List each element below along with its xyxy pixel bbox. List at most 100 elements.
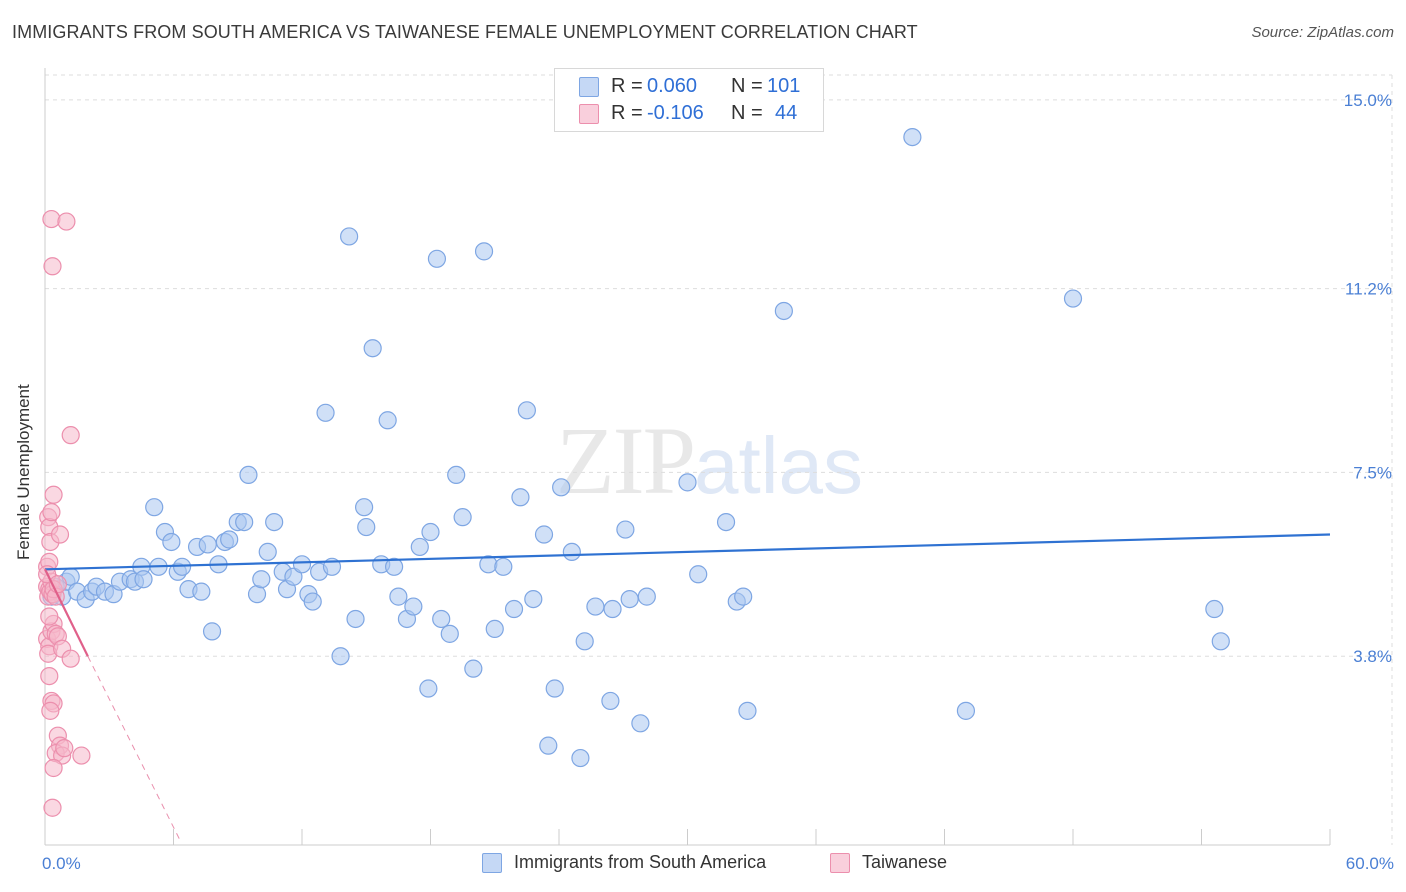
point-south-america (774, 301, 793, 321)
legend-label-taiwanese: Taiwanese (862, 852, 948, 872)
point-south-america (355, 498, 374, 517)
point-taiwanese (57, 212, 76, 231)
y-tick-label: 15.0% (1344, 91, 1392, 110)
legend-n-value: 44 (775, 102, 798, 124)
point-south-america (545, 679, 564, 698)
point-south-america (239, 465, 258, 485)
point-south-america (1063, 289, 1083, 308)
point-south-america (485, 619, 504, 639)
point-south-america (427, 249, 447, 268)
trend-line-south-america (44, 533, 1331, 571)
watermark: ZIPatlas (556, 405, 863, 516)
legend-n-label: N = (731, 102, 763, 124)
correlation-legend: R = 0.060 N = 101 R = -0.106 N = 44 (554, 68, 824, 132)
point-south-america (447, 465, 466, 485)
point-south-america (956, 701, 976, 720)
point-south-america (162, 532, 181, 552)
point-south-america (432, 609, 451, 629)
point-south-america (504, 599, 524, 619)
point-taiwanese (44, 758, 63, 778)
point-south-america (734, 587, 753, 606)
legend-n-label: N = (731, 75, 763, 97)
point-south-america (247, 585, 267, 604)
point-taiwanese (44, 485, 63, 504)
point-south-america (1205, 599, 1224, 619)
point-taiwanese (50, 525, 70, 544)
watermark-atlas: atlas (694, 421, 863, 510)
point-south-america (357, 517, 376, 537)
point-south-america (419, 679, 438, 698)
point-taiwanese (41, 701, 60, 720)
x-tick-label: 60.0% (1346, 854, 1394, 873)
point-taiwanese (43, 257, 62, 276)
source-label: Source: ZipAtlas.com (1251, 24, 1394, 41)
point-south-america (235, 512, 254, 532)
point-south-america (474, 242, 494, 261)
point-south-america (586, 597, 605, 616)
point-south-america (616, 520, 635, 539)
point-south-america (464, 659, 483, 678)
point-south-america (1211, 632, 1230, 651)
legend-r-label: R = (611, 75, 643, 97)
point-south-america (539, 736, 558, 755)
point-south-america (453, 508, 472, 527)
point-south-america (552, 478, 571, 497)
point-south-america (603, 599, 622, 619)
trend-extension-taiwanese (87, 656, 181, 841)
point-south-america (134, 570, 153, 589)
legend-swatch-blue (579, 77, 599, 97)
point-south-america (331, 647, 350, 666)
point-south-america (220, 530, 239, 549)
point-south-america (192, 582, 211, 601)
point-south-america (410, 537, 429, 557)
point-south-america (571, 748, 590, 768)
point-taiwanese (42, 503, 61, 522)
point-south-america (404, 597, 423, 616)
point-taiwanese (72, 746, 91, 765)
point-taiwanese (40, 666, 59, 686)
point-south-america (346, 609, 365, 629)
point-south-america (389, 587, 408, 606)
point-taiwanese (55, 739, 74, 758)
legend-r-label: R = (611, 102, 643, 124)
point-south-america (620, 589, 639, 609)
legend-swatch-pink (579, 104, 599, 124)
y-tick-label: 11.2% (1345, 280, 1392, 299)
point-south-america (258, 542, 277, 562)
y-tick-label: 7.5% (1353, 463, 1392, 482)
point-taiwanese (43, 798, 62, 817)
y-axis-label: Female Unemployment (14, 384, 33, 560)
point-south-america (198, 535, 217, 554)
point-south-america (252, 570, 271, 589)
point-south-america (316, 403, 335, 422)
watermark-zip: ZIP (556, 407, 696, 514)
point-south-america (340, 227, 359, 246)
point-south-america (145, 498, 164, 517)
legend-r-value: 0.060 (647, 75, 698, 97)
point-south-america (631, 714, 650, 733)
x-tick-label: 0.0% (42, 854, 81, 873)
legend-swatch-pink (830, 853, 850, 873)
point-south-america (384, 557, 404, 576)
legend-r-value: -0.106 (647, 102, 704, 124)
point-south-america (562, 542, 581, 562)
point-south-america (303, 592, 322, 611)
point-south-america (689, 565, 708, 584)
legend-swatch-blue (482, 853, 502, 873)
legend-label-south-america: Immigrants from South America (514, 852, 767, 872)
point-taiwanese (42, 209, 61, 229)
point-south-america (601, 691, 620, 711)
point-south-america (903, 127, 922, 147)
point-south-america (378, 411, 397, 430)
point-south-america (284, 567, 303, 586)
point-south-america (575, 632, 594, 651)
point-taiwanese (61, 426, 80, 445)
trend-line-taiwanese (44, 568, 89, 657)
point-south-america (202, 622, 222, 641)
point-south-america (440, 624, 459, 643)
point-taiwanese (61, 649, 80, 668)
point-south-america (738, 701, 757, 720)
y-tick-label: 3.8% (1353, 647, 1392, 666)
point-south-america (534, 525, 554, 544)
